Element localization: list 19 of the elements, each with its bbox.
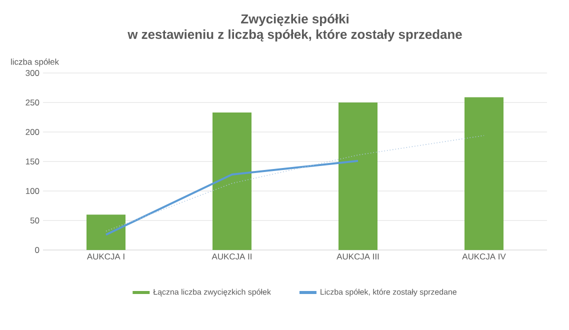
x-tick-label: AUKCJA II (212, 254, 252, 260)
y-tick-label: 100 (26, 188, 40, 194)
chart-title: Zwycięzkie spółki (241, 14, 348, 26)
bar (338, 102, 378, 250)
x-tick-label: AUKCJA IV (462, 254, 506, 260)
x-tick-label: AUKCJA III (336, 254, 379, 260)
y-tick-label: 50 (30, 218, 40, 224)
bar (86, 214, 126, 250)
bar (212, 112, 252, 250)
y-tick-label: 200 (26, 129, 40, 135)
x-tick-label: AUKCJA I (86, 254, 124, 260)
y-tick-label: 300 (26, 70, 40, 76)
y-tick-label: 0 (35, 247, 40, 253)
y-tick-label: 250 (26, 100, 40, 106)
bar (464, 97, 504, 250)
line-series (106, 135, 484, 232)
y-axis-title: liczba spółek (11, 58, 59, 66)
y-tick-label: 150 (26, 158, 40, 164)
chart-subtitle: w zestawieniu z liczbą spółek, które zostały sprzedane (128, 29, 462, 42)
